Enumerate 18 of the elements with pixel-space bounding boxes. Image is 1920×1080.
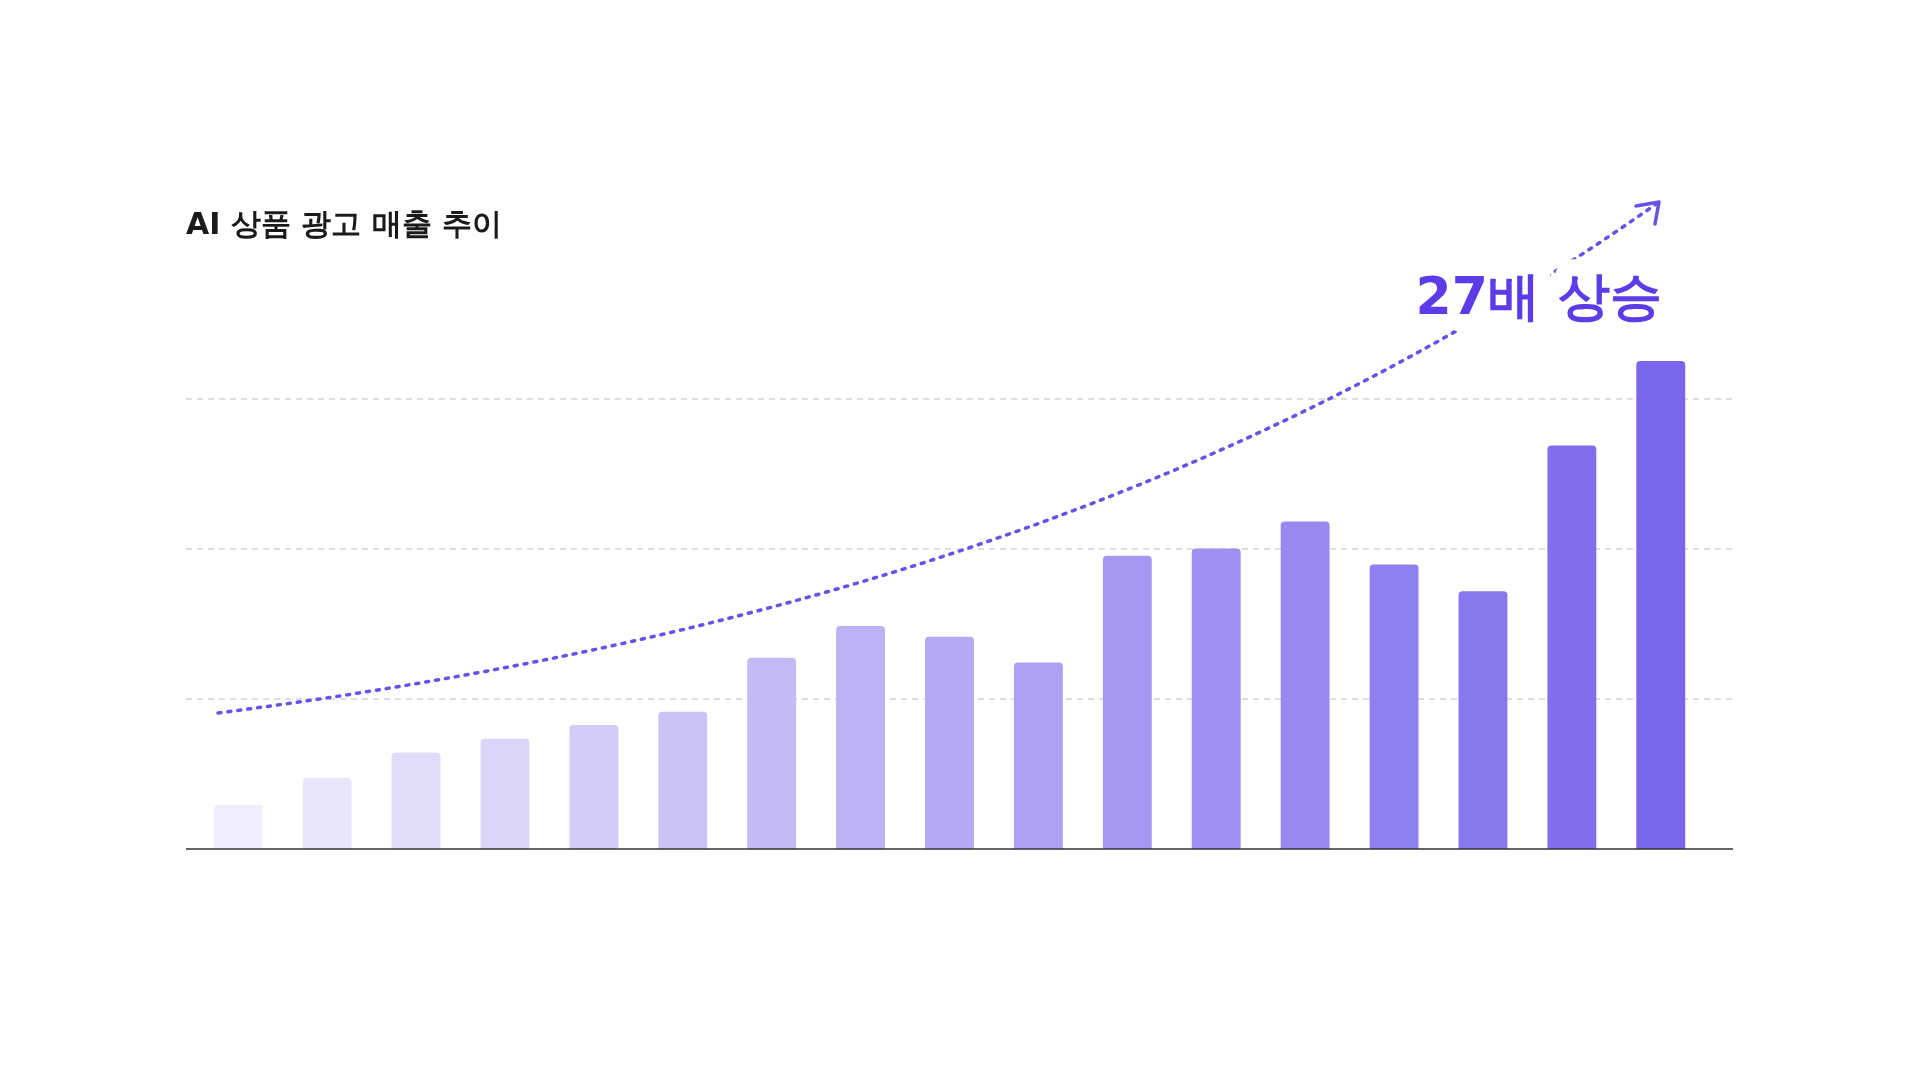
bar	[1102, 555, 1152, 849]
bar	[747, 657, 797, 849]
bar	[569, 725, 619, 849]
bar	[1191, 548, 1241, 849]
bar	[1369, 564, 1419, 849]
bar	[213, 805, 263, 849]
bar	[658, 711, 708, 849]
bar	[1547, 445, 1597, 849]
bar	[1013, 662, 1063, 849]
bar	[1280, 521, 1330, 849]
bar	[480, 738, 530, 849]
bar	[391, 752, 441, 849]
chart-title: AI 상품 광고 매출 추이	[186, 206, 503, 241]
bar	[302, 777, 352, 849]
bar	[925, 636, 974, 849]
bar	[836, 625, 886, 849]
bar	[1458, 591, 1508, 849]
bar	[1636, 361, 1686, 849]
